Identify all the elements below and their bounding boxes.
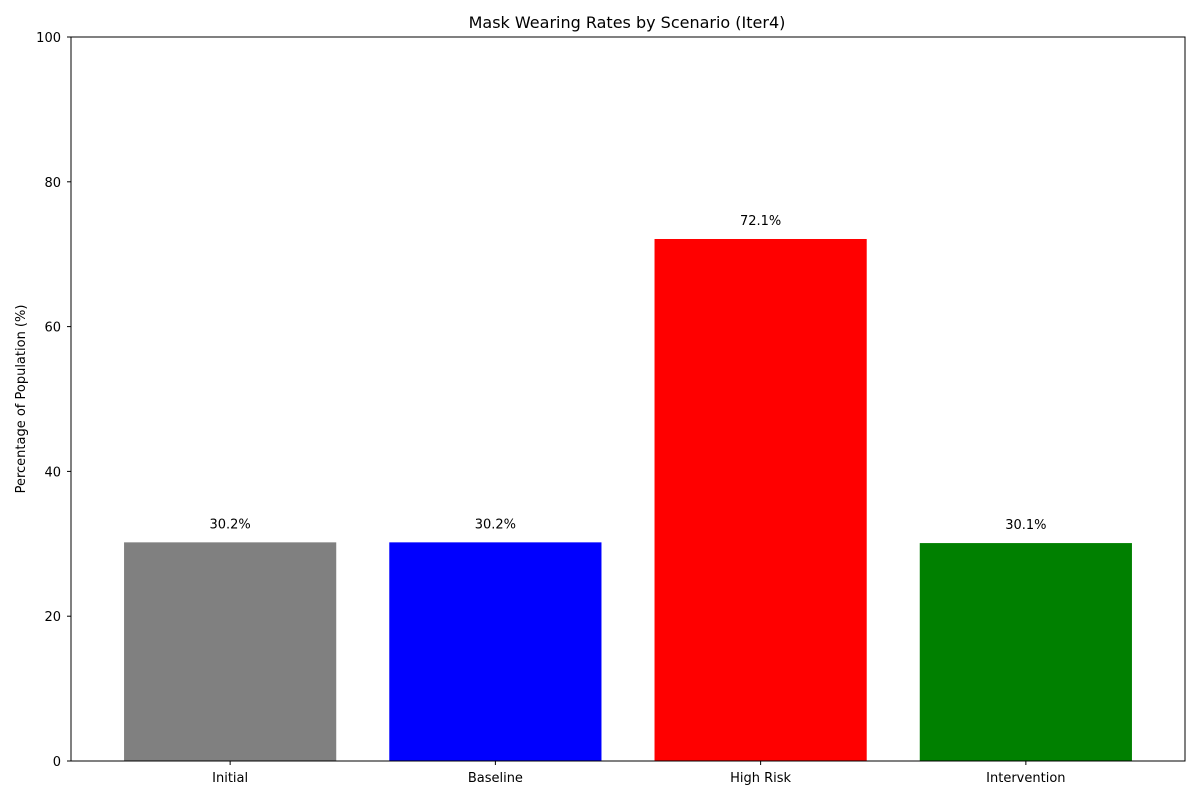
data-labels-group: 30.2% 30.2% 72.1% 30.1% [209,214,1046,533]
x-tick-label: Intervention [986,771,1065,786]
bar [654,238,867,762]
bar [919,543,1132,761]
x-tick-label: Initial [212,771,248,786]
plot-frame [70,36,1186,762]
y-tick-label: 100 [36,31,61,46]
y-axis-ticks: 0 20 40 60 80 100 [36,31,71,770]
y-tick-label: 0 [53,755,61,770]
y-tick-label: 40 [44,465,61,480]
x-tick-label: High Risk [730,771,791,786]
chart-title: Mask Wearing Rates by Scenario (Iter4) [469,13,786,32]
bar-value-label: 72.1% [740,214,781,229]
bar-value-label: 30.2% [209,517,250,532]
bar-value-label: 30.2% [475,517,516,532]
bar [389,542,602,761]
y-tick-label: 60 [44,321,61,336]
bar-value-label: 30.1% [1005,518,1046,533]
y-axis-label: Percentage of Population (%) [14,305,29,494]
y-tick-label: 20 [44,610,61,625]
x-axis-ticks: Initial Baseline High Risk Intervention [212,761,1066,786]
x-tick-label: Baseline [468,771,523,786]
bars-group [124,238,1132,762]
y-tick-label: 80 [44,176,61,191]
bar [124,542,337,761]
